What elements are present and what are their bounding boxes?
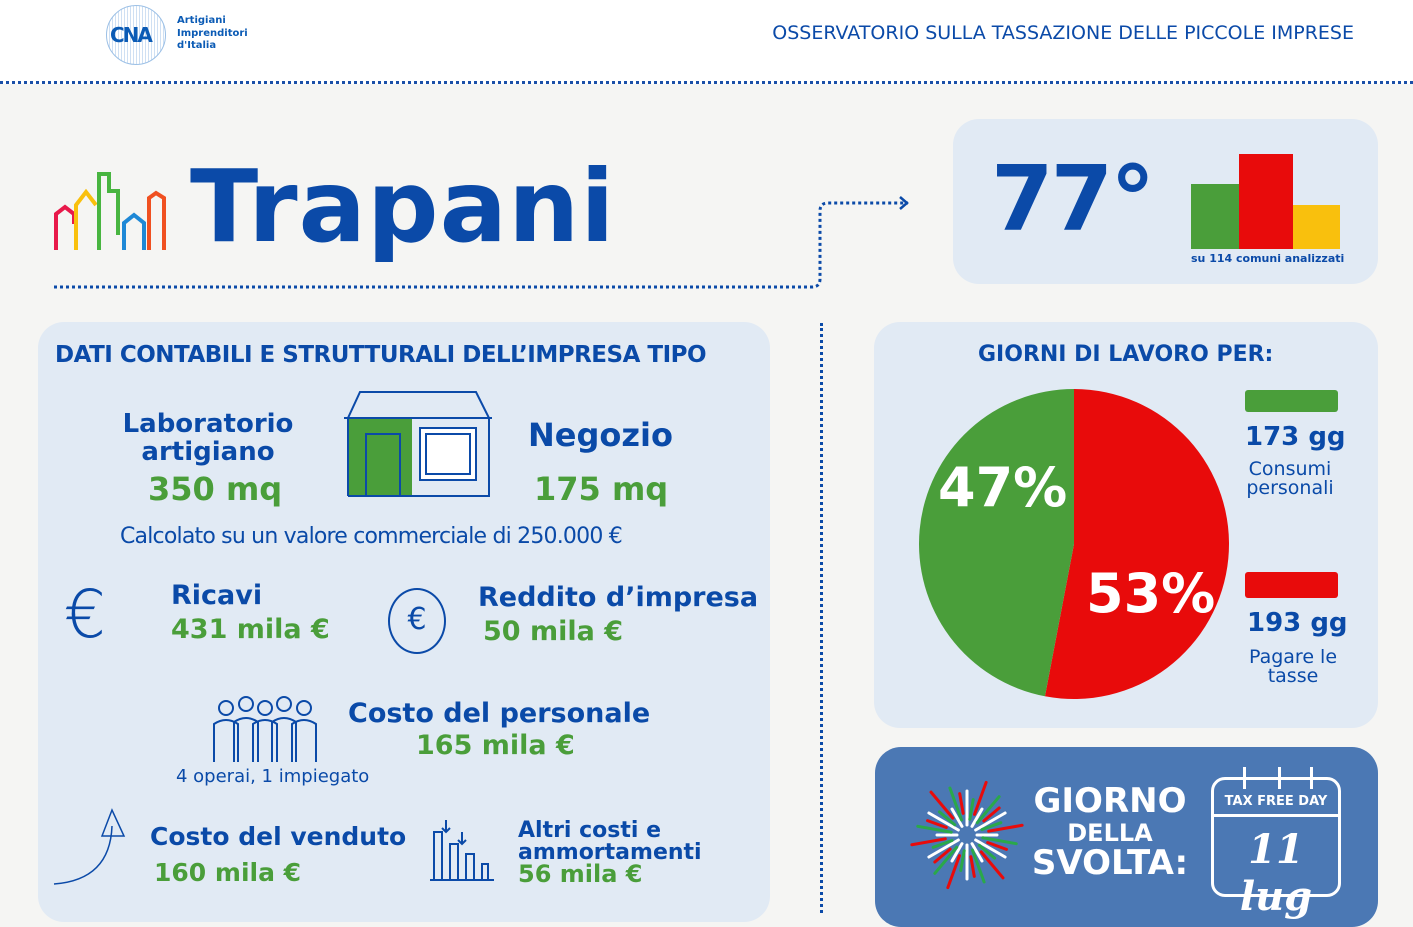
lab-size: 350 mq [148, 470, 283, 508]
firework-ray [958, 792, 965, 815]
rank-value: 77° [991, 147, 1155, 252]
declining-costs-icon [430, 820, 494, 881]
rank-bar-chart [1191, 153, 1341, 249]
firework-ray [950, 807, 964, 828]
legend-swatch-tasse [1245, 572, 1338, 598]
cna-logo: CNA [106, 5, 166, 65]
tax-free-line3: SVOLTA: [1031, 843, 1189, 883]
dotted-connector [54, 196, 909, 289]
firework-ray [927, 811, 960, 832]
venduto-label: Costo del venduto [150, 822, 407, 851]
tax-free-line1: GIORNO [1033, 781, 1187, 821]
lab-label: Laboratorio artigiano [122, 409, 294, 467]
bar-yellow [1293, 205, 1340, 249]
personale-value: 165 mila € [416, 730, 575, 761]
firework-ray [974, 811, 1007, 832]
header: CNA Artigiani Imprenditori d'Italia OSSE… [0, 0, 1413, 84]
pie-label-consumi: 47% [938, 456, 1068, 519]
legend-swatch-consumi [1245, 390, 1338, 412]
fireworks-icon [910, 780, 1024, 890]
calendar-rings [1243, 767, 1313, 789]
venduto-value: 160 mila € [154, 858, 302, 887]
tasse-days: 193 gg [1247, 608, 1348, 638]
firework-ray [974, 838, 1007, 859]
firework-ray [980, 821, 1003, 832]
firework-ray [968, 798, 975, 821]
firework-ray [927, 838, 960, 859]
rank-caption: su 114 comuni analizzati [1191, 252, 1345, 265]
firework-ray [970, 848, 986, 884]
coin-icon: € [388, 588, 446, 654]
work-days-panel: GIORNI DI LAVORO PER: 47% 53% 173 gg Con… [874, 322, 1378, 728]
ricavi-label: Ricavi [171, 580, 263, 611]
rank-panel: 77° su 114 comuni analizzati [953, 119, 1378, 284]
bar-green [1191, 184, 1239, 249]
firework-ray [973, 780, 988, 816]
work-days-title: GIORNI DI LAVORO PER: [978, 342, 1274, 367]
pie-slice-tasse [1044, 389, 1229, 699]
ricavi-value: 431 mila € [171, 614, 330, 645]
firework-ray [981, 836, 1018, 846]
work-days-pie [919, 389, 1229, 699]
firework-ray [986, 841, 1008, 851]
calendar-divider [1214, 814, 1338, 817]
firework-ray [931, 838, 954, 849]
firework-ray [948, 786, 964, 822]
firework-ray [969, 855, 976, 878]
firework-ray [937, 810, 957, 827]
reddito-label: Reddito d’impresa [478, 582, 759, 613]
pie-slice-consumi [919, 389, 1074, 697]
tasse-label: Pagare le tasse [1248, 646, 1338, 687]
city-name: Trapani [190, 148, 616, 265]
tax-free-line2: DELLA [1067, 819, 1153, 847]
firework-ray [987, 823, 1024, 833]
reddito-value: 50 mila € [483, 616, 624, 647]
rising-arrow-icon [53, 808, 126, 885]
company-title: DATI CONTABILI E STRUTTURALI DELL’IMPRES… [55, 342, 707, 368]
logo-subtitle: Artigiani Imprenditori d'Italia [177, 15, 248, 51]
city-skyline-icon [54, 172, 166, 250]
altri-value: 56 mila € [518, 860, 643, 888]
personale-note: 4 operai, 1 impiegato [176, 766, 370, 787]
calendar-date: 11 lug [1239, 826, 1313, 920]
tax-free-panel: GIORNO DELLA SVOLTA: TAX FREE DAY 11 lug [875, 747, 1378, 927]
firework-ray [975, 795, 1001, 825]
firework-ray [946, 854, 961, 890]
firework-ray [979, 850, 1005, 880]
euro-icon: € [64, 576, 106, 653]
altri-label: Altri costi e ammortamenti [518, 818, 702, 865]
consumi-label: Consumi personali [1246, 458, 1334, 499]
workers-group-icon [213, 696, 317, 762]
company-panel: DATI CONTABILI E STRUTTURALI DELL’IMPRES… [38, 322, 770, 922]
firework-ray [970, 807, 984, 828]
bar-red [1239, 154, 1293, 249]
firework-ray [916, 824, 953, 834]
firework-ray [929, 790, 955, 820]
firework-ray [970, 842, 984, 863]
header-title: OSSERVATORIO SULLA TASSAZIONE DELLE PICC… [772, 22, 1354, 44]
consumi-days: 173 gg [1245, 422, 1346, 452]
shop-label: Negozio [528, 416, 673, 454]
calendar-header: TAX FREE DAY [1224, 794, 1328, 809]
vertical-divider [820, 323, 823, 913]
shop-size: 175 mq [534, 470, 669, 508]
firework-ray [959, 849, 966, 872]
firework-ray [933, 847, 952, 864]
firework-ray [982, 806, 1001, 823]
firework-ray [977, 843, 997, 860]
personale-label: Costo del personale [348, 698, 651, 729]
shop-building-icon [344, 391, 492, 497]
calendar-icon: TAX FREE DAY 11 lug [1211, 777, 1341, 920]
firework-ray [926, 819, 948, 829]
firework-ray [933, 845, 959, 875]
pie-label-tasse: 53% [1086, 562, 1216, 625]
valuation-note: Calcolato su un valore commerciale di 25… [120, 524, 623, 549]
firework-ray [950, 842, 964, 863]
firework-ray [910, 837, 947, 847]
